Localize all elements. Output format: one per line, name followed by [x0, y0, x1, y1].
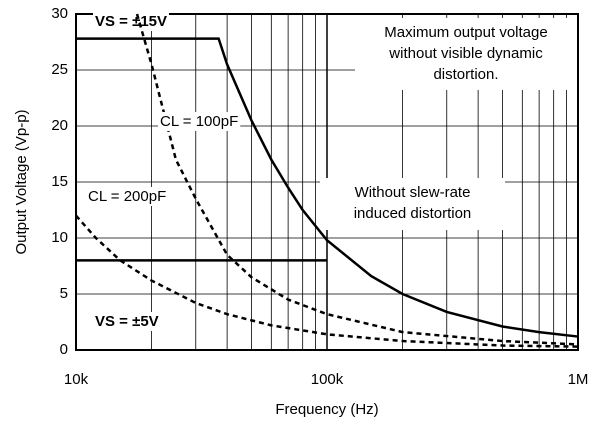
label-bg: [93, 311, 161, 331]
legend-label: VS = ±15V: [95, 13, 167, 30]
y-tick-label: 10: [51, 229, 68, 246]
annotation: distortion.: [433, 66, 498, 83]
line: [75, 214, 579, 348]
annotation: without visible dynamic: [388, 45, 543, 62]
y-tick-label: 0: [60, 341, 68, 358]
annotation: Maximum output voltage: [384, 24, 547, 41]
label-bg: [93, 11, 170, 31]
annotation: Without slew-rate: [355, 184, 471, 201]
line: [76, 37, 579, 338]
label-bg: [86, 186, 169, 206]
x-axis-label: Frequency (Hz): [275, 401, 378, 418]
y-tick-label: 25: [51, 61, 68, 78]
legend-label: CL = 200pF: [88, 188, 166, 205]
x-tick-label: 10k: [64, 371, 89, 388]
legend-label: CL = 100pF: [160, 113, 238, 130]
annotation-bg: [320, 178, 505, 230]
x-tick-label: 100k: [311, 371, 344, 388]
annotation-bg: [355, 18, 577, 90]
annotation: induced distortion: [354, 205, 472, 222]
legend-label: VS = ±5V: [95, 313, 159, 330]
y-tick-label: 20: [51, 117, 68, 134]
y-axis-label: Output Voltage (Vp-p): [13, 109, 30, 254]
y-tick-label: 5: [60, 285, 68, 302]
y-tick-label: 30: [51, 5, 68, 22]
y-tick-label: 15: [51, 173, 68, 190]
x-tick-label: 1M: [568, 371, 589, 388]
label-bg: [158, 111, 241, 131]
plot-frame: [75, 13, 579, 351]
